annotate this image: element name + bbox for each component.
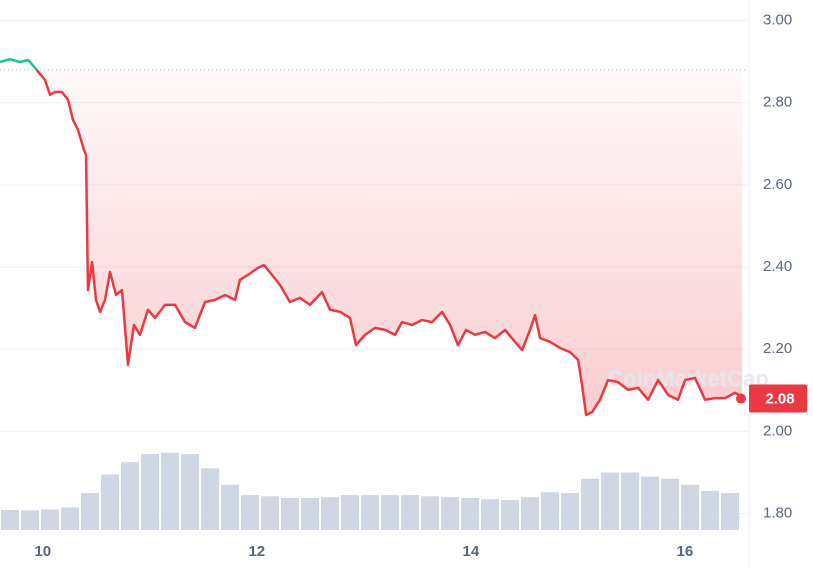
y-tick-label: 1.80 xyxy=(763,505,792,522)
volume-bar xyxy=(561,493,580,530)
volume-bar xyxy=(240,495,259,530)
volume-bar xyxy=(121,462,140,530)
y-tick-label: 2.20 xyxy=(763,340,792,357)
volume-bar xyxy=(441,497,460,530)
volume-bar xyxy=(480,499,499,530)
y-tick-label: 3.00 xyxy=(763,12,792,29)
volume-bar xyxy=(581,478,600,530)
volume-bar xyxy=(681,484,700,530)
volume-bar xyxy=(0,509,19,530)
price-tag xyxy=(749,384,807,413)
volume-bar xyxy=(601,472,620,530)
volume-bar xyxy=(101,474,120,530)
volume-bar xyxy=(401,495,420,530)
x-tick-label: 16 xyxy=(677,543,694,560)
volume-bar xyxy=(161,452,180,530)
volume-bar xyxy=(301,497,320,530)
volume-bar xyxy=(260,496,279,530)
volume-bar xyxy=(221,484,240,530)
volume-bar xyxy=(521,497,540,530)
volume-bar xyxy=(141,453,160,530)
volume-bar xyxy=(421,496,440,530)
volume-bar xyxy=(181,453,200,530)
y-tick-label: 2.00 xyxy=(763,422,792,439)
x-tick-label: 10 xyxy=(34,543,51,560)
volume-bar xyxy=(501,500,520,530)
volume-bar xyxy=(20,510,39,530)
volume-bar xyxy=(361,495,380,530)
x-tick-label: 12 xyxy=(248,543,265,560)
volume-bar xyxy=(721,493,740,530)
current-price: 2.08 xyxy=(765,390,794,407)
y-tick-label: 2.40 xyxy=(763,258,792,275)
volume-bar xyxy=(40,509,59,530)
volume-bar xyxy=(201,468,220,530)
volume-bar xyxy=(461,497,480,530)
volume-bar xyxy=(541,492,560,530)
volume-bar xyxy=(60,507,79,530)
volume-bar xyxy=(701,490,720,530)
volume-bar xyxy=(381,495,400,530)
y-tick-label: 2.80 xyxy=(763,94,792,111)
x-tick-label: 14 xyxy=(463,543,480,560)
y-tick-label: 2.60 xyxy=(763,176,792,193)
price-line-below xyxy=(35,69,743,417)
volume-bar xyxy=(641,476,660,530)
volume-bar xyxy=(621,472,640,530)
volume-bar xyxy=(341,495,360,530)
volume-bar xyxy=(661,478,680,530)
volume-bar xyxy=(280,497,299,530)
volume-bar xyxy=(80,493,99,530)
current-dot xyxy=(736,393,746,404)
volume-bar xyxy=(321,497,340,530)
area-fill xyxy=(0,69,743,415)
